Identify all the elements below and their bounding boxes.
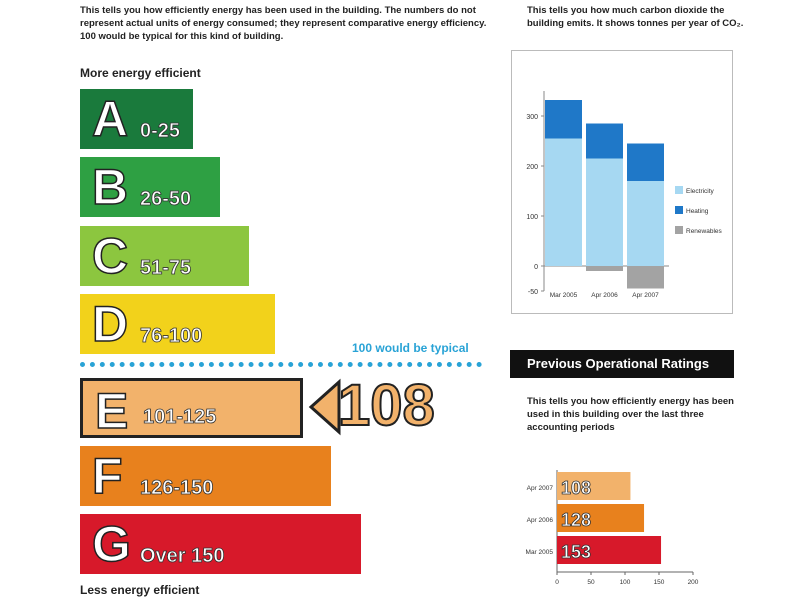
x-tick-label: 0 xyxy=(555,579,559,586)
band-letter: E xyxy=(94,382,129,440)
y-tick-label: 200 xyxy=(526,164,538,171)
x-tick-label: 150 xyxy=(654,579,665,586)
rating-bar-2 xyxy=(557,536,662,564)
co2-caption: This tells you how much carbon dioxide t… xyxy=(527,5,744,29)
typical-label: 100 would be typical xyxy=(352,341,469,355)
x-tick-label: 100 xyxy=(620,579,631,586)
intro-text: This tells you how efficiently energy ha… xyxy=(80,5,487,42)
band-range: 101-125 xyxy=(143,406,217,429)
current-rating-value: 108 xyxy=(337,373,436,439)
legend-label: Electricity xyxy=(686,188,715,195)
y-tick-label: 300 xyxy=(526,114,538,121)
rating-band-f: F 126-150 xyxy=(80,446,331,506)
band-range: 0-25 xyxy=(140,120,181,143)
bar-electricity-2 xyxy=(627,181,664,266)
previous-ratings-chart: 108 Apr 2007 128 Apr 2006 153 Mar 2005 0 50 100 1… xyxy=(526,470,699,586)
y-tick-label: 100 xyxy=(526,214,538,221)
rating-bar-1 xyxy=(557,504,645,532)
legend-label: Heating xyxy=(686,208,709,215)
band-letter: B xyxy=(91,158,129,216)
rating-bar-label: 153 xyxy=(561,542,591,562)
y-category-label: Apr 2007 xyxy=(527,485,554,492)
x-tick-label: Apr 2007 xyxy=(632,292,659,299)
y-tick-label: -50 xyxy=(528,289,538,296)
rating-bar-label: 128 xyxy=(561,510,591,530)
band-letter: D xyxy=(91,295,129,353)
bar-electricity-0 xyxy=(545,138,582,266)
band-letter: F xyxy=(91,447,123,505)
rating-band-g: G Over 150 xyxy=(80,514,361,574)
less-efficient-label: Less energy efficient xyxy=(80,583,200,597)
co2-emissions-chart: -50 0 100 200 300 Mar 2005 Apr 2006 Apr 2007 Ele… xyxy=(526,91,723,299)
bar-heating-1 xyxy=(586,123,623,159)
bar-electricity-1 xyxy=(586,158,623,266)
rating-band-a: A 0-25 xyxy=(80,89,193,149)
x-tick-label: 200 xyxy=(688,579,699,586)
band-range: 76-100 xyxy=(140,325,203,348)
rating-band-e: E 101-125 xyxy=(80,378,303,440)
legend-label: Renewables xyxy=(686,228,723,235)
bar-renewables-1 xyxy=(586,266,623,271)
previous-ratings-title: Previous Operational Ratings xyxy=(510,350,734,378)
typical-divider xyxy=(80,362,482,367)
y-category-label: Apr 2006 xyxy=(527,517,554,524)
co2-chart-frame xyxy=(511,50,733,314)
x-tick-label: 50 xyxy=(587,579,595,586)
band-range: 26-50 xyxy=(140,188,192,211)
rating-bar-label: 108 xyxy=(561,478,591,498)
band-range: 51-75 xyxy=(140,257,192,280)
band-range: Over 150 xyxy=(140,545,225,568)
y-tick-label: 0 xyxy=(534,264,538,271)
x-tick-label: Mar 2005 xyxy=(550,292,578,299)
legend-swatch-renewables xyxy=(675,226,683,234)
band-letter: C xyxy=(91,227,129,285)
legend-swatch-heating xyxy=(675,206,683,214)
bar-heating-0 xyxy=(545,100,582,139)
rating-band-b: B 26-50 xyxy=(80,157,220,217)
rating-bar-0 xyxy=(557,472,631,500)
legend-swatch-electricity xyxy=(675,186,683,194)
rating-band-d: D 76-100 xyxy=(80,294,275,354)
band-letter: G xyxy=(91,515,131,573)
y-category-label: Mar 2005 xyxy=(526,549,554,556)
bar-heating-2 xyxy=(627,143,664,181)
rating-arrow-icon xyxy=(308,378,341,436)
band-range: 126-150 xyxy=(140,477,214,500)
more-efficient-label: More energy efficient xyxy=(80,66,201,80)
x-tick-label: Apr 2006 xyxy=(591,292,618,299)
bar-renewables-2 xyxy=(627,266,664,289)
rating-band-c: C 51-75 xyxy=(80,226,249,286)
band-letter: A xyxy=(91,90,129,148)
previous-ratings-caption: This tells you how efficiently energy ha… xyxy=(527,396,734,433)
